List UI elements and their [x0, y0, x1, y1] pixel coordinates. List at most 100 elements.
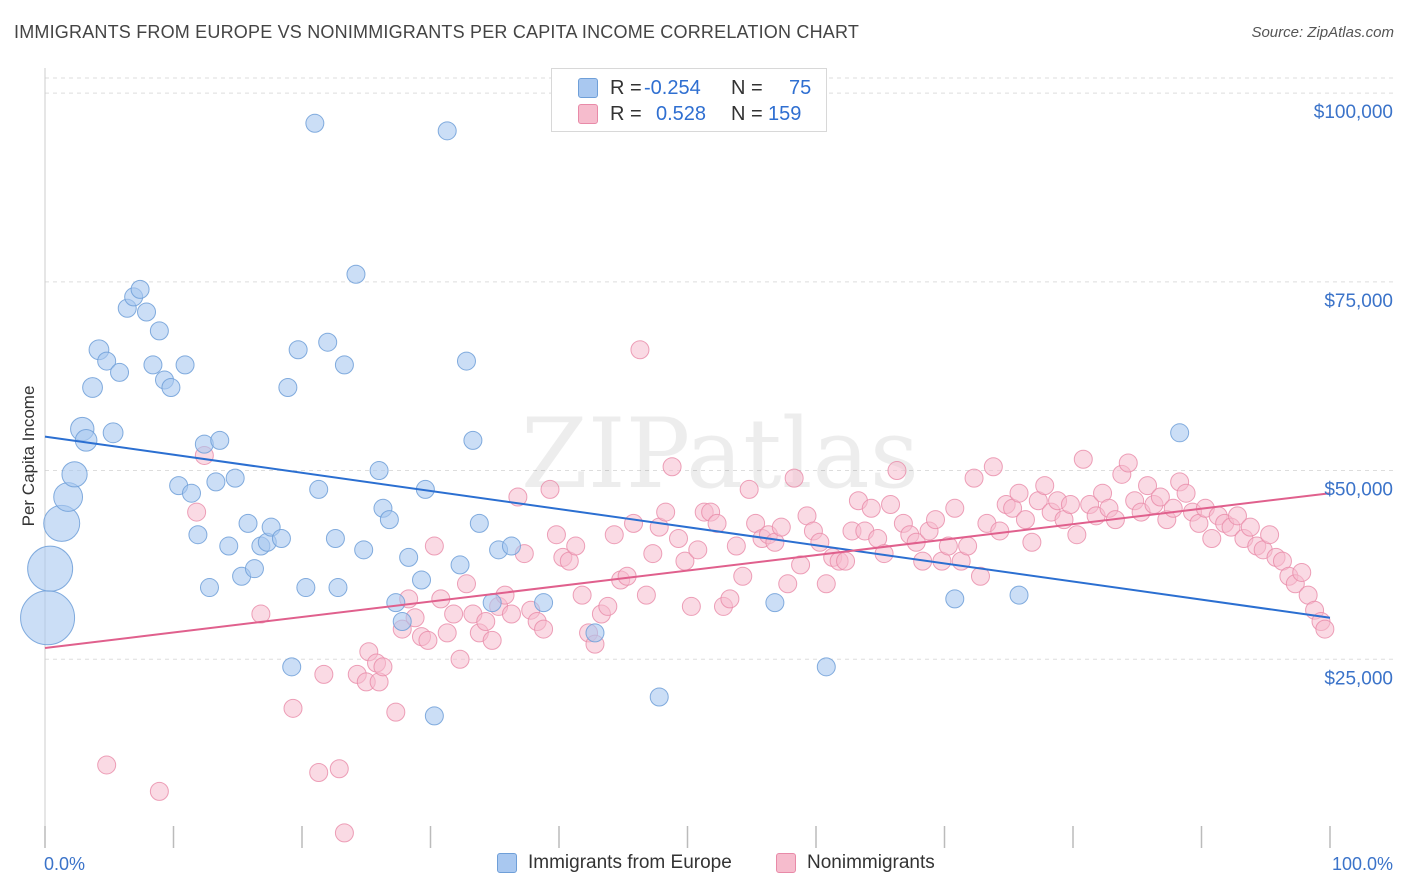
- nonimmigrant-point: [681, 596, 701, 616]
- immigrant-point: [369, 461, 389, 481]
- immigrant-point: [309, 479, 329, 499]
- immigrant-point: [412, 570, 432, 590]
- y-tick-label: $75,000: [1324, 291, 1393, 312]
- immigrant-point: [1009, 585, 1029, 605]
- y-axis-label: Per Capita Income: [19, 386, 38, 527]
- nonimmigrant-point: [1009, 483, 1029, 503]
- nonimmigrant-point: [1163, 498, 1183, 518]
- y-tick-label: $50,000: [1324, 480, 1393, 501]
- immigrant-point: [469, 513, 489, 533]
- nonimmigrant-point: [1176, 483, 1196, 503]
- nonimmigrant-point: [656, 502, 676, 522]
- nonimmigrant-point: [534, 619, 554, 639]
- nonimmigrant-point: [669, 528, 689, 548]
- nonimmigrant-point: [881, 495, 901, 515]
- nonimmigrant-point: [707, 513, 727, 533]
- immigrant-point: [437, 121, 457, 141]
- nonimmigrant-point: [1060, 495, 1080, 515]
- nonimmigrant-point: [418, 630, 438, 650]
- immigrant-point: [424, 706, 444, 726]
- immigrant-point: [392, 612, 412, 632]
- immigrant-point: [143, 355, 163, 375]
- nonimmigrant-point: [726, 536, 746, 556]
- chart-title: IMMIGRANTS FROM EUROPE VS NONIMMIGRANTS …: [14, 22, 860, 42]
- legend-swatch-pink: [578, 104, 598, 124]
- nonimmigrant-point: [450, 649, 470, 669]
- immigrant-point: [501, 536, 521, 556]
- immigrant-point: [175, 355, 195, 375]
- nonimmigrant-point: [926, 510, 946, 530]
- immigrant-point: [82, 377, 103, 398]
- nonimmigrant-point: [309, 763, 329, 783]
- nonimmigrant-point: [540, 479, 560, 499]
- nonimmigrant-point: [1022, 532, 1042, 552]
- nonimmigrant-point: [187, 502, 207, 522]
- immigrant-point: [271, 528, 291, 548]
- nonimmigrant-point: [604, 525, 624, 545]
- immigrant-point: [20, 590, 76, 646]
- immigrant-point: [288, 340, 308, 360]
- nonimmigrant-point: [566, 536, 586, 556]
- immigrant-point: [225, 468, 245, 488]
- nonimmigrant-point: [598, 596, 618, 616]
- correlation-legend: R = -0.254 N = 75 R = 0.528 N = 159: [551, 68, 827, 132]
- immigrant-point: [450, 555, 470, 575]
- immigrant-point: [244, 559, 264, 579]
- watermark: ZIPatlas: [521, 398, 919, 510]
- legend-r-value: 0.528: [656, 103, 707, 125]
- immigrant-point: [334, 355, 354, 375]
- nonimmigrant-point: [945, 498, 965, 518]
- nonimmigrant-point: [456, 574, 476, 594]
- legend-r-label: R =: [610, 77, 642, 99]
- nonimmigrant-point: [733, 566, 753, 586]
- immigrant-point: [137, 302, 157, 322]
- immigrant-point: [534, 593, 554, 613]
- nonimmigrant-point: [1240, 517, 1260, 537]
- bottom-legend-swatch-blue: [497, 853, 517, 873]
- immigrant-point: [27, 545, 74, 592]
- nonimmigrant-point: [386, 702, 406, 722]
- tick-labels: $25,000 $50,000 $75,000 $100,000 0.0% 100.0%: [44, 102, 1393, 874]
- nonimmigrant-point: [1202, 528, 1222, 548]
- nonimmigrant-point: [970, 566, 990, 586]
- immigrant-point: [379, 510, 399, 530]
- legend-swatch-blue: [578, 78, 598, 98]
- nonimmigrant-point: [1315, 619, 1335, 639]
- x-tick-label: 0.0%: [44, 854, 85, 874]
- nonimmigrant-point: [329, 759, 349, 779]
- nonimmigrant-point: [861, 498, 881, 518]
- immigrant-point: [945, 589, 965, 609]
- bottom-legend-nonimmigrants: Nonimmigrants: [807, 852, 935, 873]
- nonimmigrant-point: [546, 525, 566, 545]
- legend-n-label: N =: [731, 103, 763, 125]
- bottom-legend-immigrants: Immigrants from Europe: [528, 852, 732, 873]
- immigrant-point: [130, 279, 150, 299]
- nonimmigrant-point: [334, 823, 354, 843]
- nonimmigrant-point: [630, 340, 650, 360]
- legend-row-immigrants: R = -0.254 N = 75: [552, 75, 826, 101]
- y-tick-label: $100,000: [1314, 102, 1393, 123]
- nonimmigrant-point: [1227, 506, 1247, 526]
- trend-lines: [44, 435, 1331, 649]
- nonimmigrant-point: [283, 698, 303, 718]
- immigrant-point: [188, 525, 208, 545]
- nonimmigrant-point: [958, 536, 978, 556]
- immigrant-point: [149, 321, 169, 341]
- nonimmigrant-point: [508, 487, 528, 507]
- nonimmigrant-point: [314, 664, 334, 684]
- y-tick-label: $25,000: [1324, 668, 1393, 689]
- nonimmigrant-point: [643, 544, 663, 564]
- nonimmigrant-point: [938, 536, 958, 556]
- immigrant-point: [346, 264, 366, 284]
- legend-n-label: N =: [731, 77, 763, 99]
- nonimmigrant-point: [791, 555, 811, 575]
- immigrant-point: [354, 540, 374, 560]
- immigrant-point: [210, 430, 230, 450]
- nonimmigrant-point: [836, 551, 856, 571]
- axes: [44, 68, 1331, 848]
- nonimmigrants-points: [97, 340, 1335, 843]
- immigrant-point: [102, 422, 124, 444]
- nonimmigrant-point: [990, 521, 1010, 541]
- immigrant-point: [585, 623, 605, 643]
